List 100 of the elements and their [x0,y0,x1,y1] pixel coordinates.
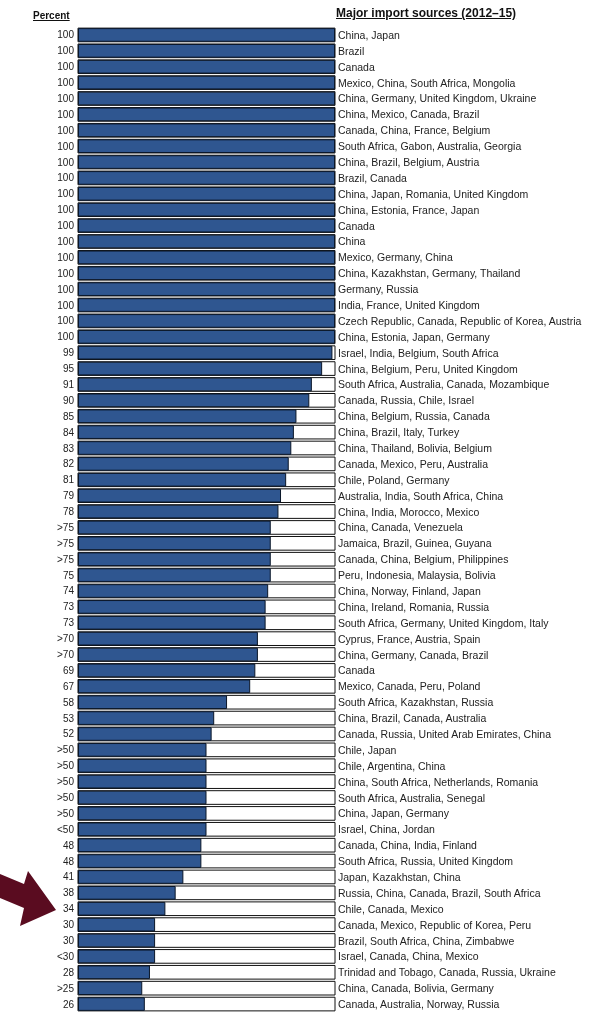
data-label: 91 [62,378,75,390]
data-label: 81 [62,474,75,486]
data-label: >70 [57,633,75,645]
y-tick-label: Chile, Argentina, China [338,759,446,772]
data-label: >50 [57,744,75,756]
data-label: 100 [57,61,75,73]
bar [78,949,156,964]
data-label: 100 [57,235,75,247]
y-tick-label: China [338,235,366,248]
y-tick-label: Canada [338,219,375,232]
data-label: 79 [62,490,75,502]
y-tick-label: South Africa, Australia, Canada, Mozambique [338,378,550,391]
y-tick-label: Canada [338,60,375,73]
data-label: 100 [57,77,75,89]
data-label: 58 [62,696,75,708]
y-tick-label: China, Japan [338,28,401,41]
y-tick-label: Chile, Canada, Mexico [338,902,444,915]
y-tick-label: China, India, Morocco, Mexico [338,505,480,518]
data-label: 100 [57,283,75,295]
data-label: 100 [57,299,75,311]
data-label: 30 [62,935,75,947]
y-tick-label: China, Estonia, Japan, Germany [338,330,491,343]
y-tick-label: China, Belgium, Russia, Canada [338,410,490,423]
data-label: 67 [62,680,75,692]
y-tick-label: China, South Africa, Netherlands, Romania [338,775,539,788]
y-tick-label: South Africa, Russia, United Kingdom [338,855,514,868]
y-tick-label: Mexico, Germany, China [338,251,453,264]
data-label: 100 [57,108,75,120]
data-label: 48 [62,839,75,851]
data-label: 100 [57,29,75,41]
y-tick-label: Peru, Indonesia, Malaysia, Bolivia [338,569,496,582]
y-tick-label: Canada [338,664,375,677]
y-tick-label: Trinidad and Tobago, Canada, Russia, Ukraine [338,966,556,979]
data-label: 95 [62,363,75,375]
y-tick-label: India, France, United Kingdom [338,299,481,312]
y-tick-label: China, Germany, United Kingdom, Ukraine [338,92,537,105]
y-axis-title: Major import sources (2012–15) [336,6,517,20]
y-tick-label: Germany, Russia [338,283,419,296]
data-label: <50 [57,823,75,835]
y-tick-label: Czech Republic, Canada, Republic of Korea, Austria [338,314,582,327]
data-label: 100 [57,156,75,168]
y-tick-label: South Africa, Australia, Senegal [338,791,486,804]
data-label: 100 [57,315,75,327]
y-tick-label: Chile, Japan [338,743,397,756]
data-label: 34 [62,903,75,915]
y-tick-label: Canada, Russia, Chile, Israel [338,394,474,407]
y-tick-label: South Africa, Kazakhstan, Russia [338,696,494,709]
data-label: >50 [57,792,75,804]
y-tick-label: Canada, Mexico, Peru, Australia [338,457,489,470]
y-tick-label: Israel, China, Jordan [338,823,436,836]
y-tick-label: China, Canada, Venezuela [338,521,464,534]
y-tick-label: Israel, India, Belgium, South Africa [338,346,499,359]
data-label: 52 [62,728,75,740]
data-label: 78 [62,506,75,518]
data-label: 100 [57,188,75,200]
data-label: >25 [57,982,75,994]
data-label: 84 [62,426,75,438]
data-label: 48 [62,855,75,867]
data-label: 100 [57,140,75,152]
y-tick-label: China, Canada, Bolivia, Germany [338,982,495,995]
data-label: 90 [62,394,75,406]
data-label: >50 [57,776,75,788]
y-tick-label: Brazil [338,44,365,57]
data-label: 38 [62,887,75,899]
y-tick-label: China, Germany, Canada, Brazil [338,648,489,661]
data-label: >75 [57,553,75,565]
data-label: 73 [62,601,75,613]
y-tick-label: South Africa, Germany, United Kingdom, Italy [338,616,550,629]
y-tick-label: Israel, Canada, China, Mexico [338,950,479,963]
y-tick-label: China, Brazil, Belgium, Austria [338,156,480,169]
data-label: 74 [62,585,75,597]
y-tick-label: Cyprus, France, Austria, Spain [338,632,481,645]
bar [78,917,156,932]
data-label: >50 [57,760,75,772]
y-tick-label: Canada, China, India, Finland [338,839,478,852]
data-label: 100 [57,251,75,263]
y-tick-label: China, Japan, Germany [338,807,450,820]
x-axis-title: Percent [33,10,70,21]
data-label: 26 [62,998,75,1010]
y-tick-label: Brazil, Canada [338,171,408,184]
data-label: 100 [57,45,75,57]
data-label: 100 [57,124,75,136]
y-tick-label: Mexico, Canada, Peru, Poland [338,680,481,693]
data-label: 69 [62,664,75,676]
data-label: 82 [62,458,75,470]
y-tick-label: Canada, China, France, Belgium [338,124,491,137]
bar [78,965,150,980]
y-tick-label: China, Brazil, Italy, Turkey [338,426,460,439]
y-tick-label: China, Ireland, Romania, Russia [338,600,490,613]
data-label: 100 [57,204,75,216]
data-label: 99 [62,347,75,359]
y-tick-label: Mexico, China, South Africa, Mongolia [338,76,516,89]
y-tick-label: Jamaica, Brazil, Guinea, Guyana [338,537,492,550]
bar [78,981,143,995]
data-label: <30 [57,950,75,962]
y-tick-label: Canada, Russia, United Arab Emirates, China [338,727,552,740]
data-label: 100 [57,331,75,343]
y-tick-label: Japan, Kazakhstan, China [338,870,461,883]
y-tick-label: China, Thailand, Bolivia, Belgium [338,442,493,455]
data-label: 53 [62,712,75,724]
